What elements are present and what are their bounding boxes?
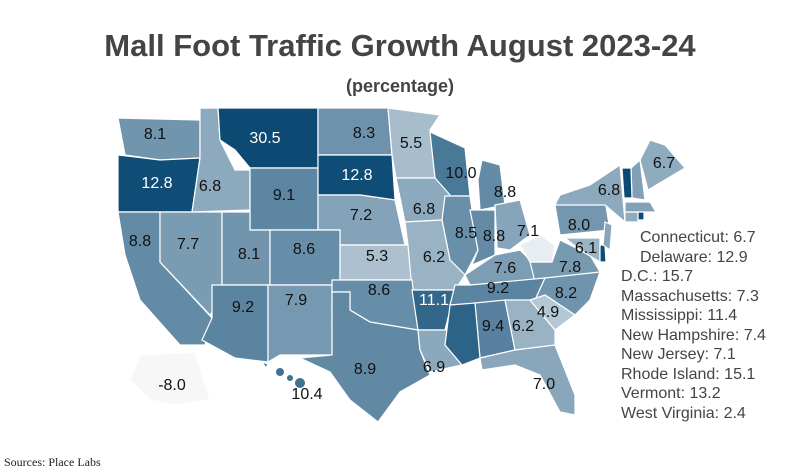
state-alaska [129, 351, 211, 406]
state-indiana [469, 209, 496, 267]
value-label-oklahoma: 8.6 [368, 282, 390, 299]
state-ohio [494, 199, 531, 251]
state-mississippi [444, 302, 481, 366]
value-label-north-dakota: 8.3 [353, 125, 375, 142]
value-label-maine: 6.7 [653, 155, 675, 172]
value-label-alabama: 9.4 [482, 318, 504, 335]
value-label-virginia: 7.8 [559, 259, 581, 276]
annotation: Massachusetts: 7.3 [621, 287, 759, 305]
value-label-south-dakota: 12.8 [341, 167, 372, 184]
annotation: Connecticut: 6.7 [640, 229, 756, 246]
value-label-south-carolina: 4.9 [537, 304, 559, 321]
state-michigan [477, 159, 506, 211]
value-label-new-mexico: 7.9 [285, 292, 307, 309]
value-label-colorado: 8.6 [293, 241, 315, 258]
state-missouri [404, 219, 466, 291]
value-label-hawaii: 10.4 [291, 386, 322, 403]
small-state-annotations: Connecticut: 6.7 Delaware: 12.9 D.C.: 15… [621, 228, 766, 423]
state-new-mexico [267, 284, 333, 364]
value-label-wyoming: 9.1 [273, 187, 295, 204]
value-label-wisconsin: 10.0 [445, 165, 476, 182]
value-label-pennsylvania: 8.0 [568, 217, 590, 234]
state-florida [479, 344, 576, 416]
annotation: Delaware: 12.9 [640, 248, 748, 266]
value-label-iowa: 6.8 [413, 201, 435, 218]
value-label-kentucky: 7.6 [494, 260, 516, 277]
state-vermont [621, 167, 633, 199]
state-georgia [504, 299, 556, 351]
state-rhode-island [637, 211, 645, 221]
value-label-kansas: 5.3 [366, 248, 388, 265]
value-label-minnesota: 5.5 [400, 135, 422, 152]
chart-subtitle: (percentage) [345, 76, 455, 96]
value-label-indiana: 8.8 [483, 228, 505, 245]
annotation: West Virginia: 2.4 [621, 404, 746, 422]
value-label-louisiana: 6.9 [423, 359, 445, 376]
annotation: Vermont: 13.2 [621, 385, 721, 402]
state-arizona [201, 284, 269, 363]
state-hawaii-island [276, 368, 284, 376]
state-maine [639, 139, 686, 191]
value-label-michigan: 8.8 [494, 184, 516, 201]
annotation: New Jersey: 7.1 [621, 346, 736, 363]
value-label-ohio: 7.1 [517, 223, 539, 240]
value-label-california: 8.8 [129, 233, 151, 250]
value-label-new-york: 6.8 [598, 182, 620, 199]
value-label-missouri: 6.2 [423, 249, 445, 266]
state-hawaii [260, 360, 269, 370]
value-label-texas: 8.9 [354, 361, 376, 378]
value-label-nevada: 7.7 [177, 236, 199, 253]
value-label-oregon: 12.8 [141, 175, 172, 192]
value-label-illinois: 8.5 [455, 225, 477, 242]
annotation: D.C.: 15.7 [621, 268, 694, 285]
value-label-arizona: 9.2 [232, 299, 254, 316]
state-hawaii-island [287, 375, 293, 381]
value-label-montana: 30.5 [249, 130, 280, 147]
value-label-idaho: 6.8 [199, 178, 221, 195]
value-label-maryland: 6.1 [575, 240, 597, 257]
state-hawaii-island [295, 378, 305, 388]
source-note: Sources: Place Labs [4, 455, 101, 469]
value-label-north-carolina: 8.2 [555, 285, 577, 302]
value-label-alaska: -8.0 [158, 377, 186, 394]
chart-title: Mall Foot Traffic Growth August 2023-24 [104, 28, 696, 63]
value-label-georgia: 6.2 [512, 318, 534, 335]
state-south-carolina [528, 294, 577, 331]
state-new-jersey [602, 221, 613, 252]
value-label-nebraska: 7.2 [350, 207, 372, 224]
value-label-florida: 7.0 [533, 376, 555, 393]
value-label-utah: 8.1 [238, 246, 260, 263]
annotation: Rhode Island: 15.1 [621, 365, 756, 383]
value-label-arkansas: 11.1 [419, 292, 449, 309]
state-delaware [599, 244, 607, 263]
state-west-virginia [519, 234, 556, 263]
value-label-washington: 8.1 [144, 126, 166, 143]
state-massachusetts [624, 201, 658, 213]
annotation: Mississippi: 11.4 [621, 307, 738, 324]
value-label-tennessee: 9.2 [487, 280, 509, 297]
state-connecticut [624, 211, 639, 223]
annotation: New Hampshire: 7.4 [621, 326, 766, 344]
